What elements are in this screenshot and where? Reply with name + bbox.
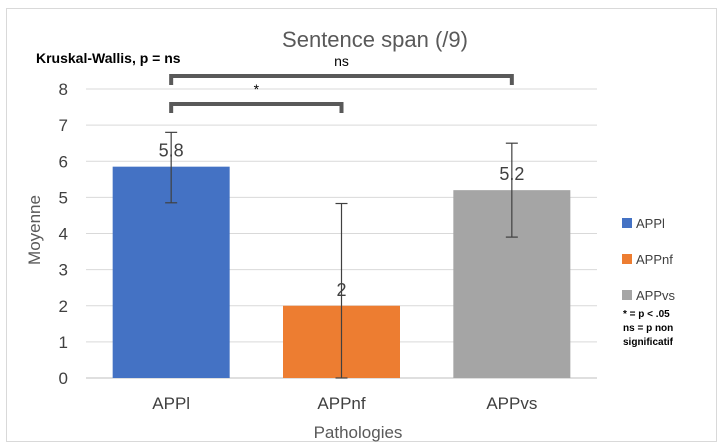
y-tick-label: 0	[59, 369, 68, 388]
significance-bracket	[169, 102, 344, 113]
error-bars	[165, 131, 518, 379]
y-tick-label: 4	[59, 225, 68, 244]
data-label-appl: 5.8	[159, 141, 184, 161]
x-tick-label: APPnf	[317, 394, 365, 413]
legend-note-line: ns = p non	[623, 323, 673, 334]
data-labels: 5.8 2 5.2	[159, 141, 525, 300]
y-tick-label: 7	[59, 116, 68, 135]
y-axis-label: Moyenne	[25, 195, 44, 265]
significance-label: *	[254, 81, 260, 97]
significance-label: ns	[334, 53, 349, 69]
x-tick-label: APPvs	[486, 394, 537, 413]
legend-label-appl: APPl	[636, 216, 665, 231]
y-tick-label: 3	[59, 261, 68, 280]
x-tick-label: APPl	[152, 394, 190, 413]
significance-bracket	[169, 74, 514, 85]
data-label-appnf: 2	[336, 280, 346, 300]
legend-note-line: * = p < .05	[623, 309, 670, 320]
data-label-appvs: 5.2	[499, 164, 524, 184]
legend-note: * = p < .05 ns = p non significatif	[623, 309, 674, 348]
chart-title: Sentence span (/9)	[282, 27, 468, 52]
x-axis-ticks: APPl APPnf APPvs	[152, 394, 537, 413]
x-axis-label: Pathologies	[314, 423, 403, 442]
y-tick-label: 8	[59, 80, 68, 99]
legend-label-appvs: APPvs	[636, 288, 676, 303]
significance-brackets: * ns	[169, 53, 514, 113]
y-axis-ticks: 0 1 2 3 4 5 6 7 8	[59, 80, 68, 388]
y-tick-label: 5	[59, 188, 68, 207]
test-note: Kruskal-Wallis, p = ns	[36, 50, 181, 66]
y-tick-label: 1	[59, 333, 68, 352]
legend: APPl APPnf APPvs	[622, 216, 676, 303]
legend-swatch-appl	[622, 218, 632, 228]
y-tick-label: 2	[59, 297, 68, 316]
legend-swatch-appvs	[622, 290, 632, 300]
legend-note-line: significatif	[623, 337, 674, 348]
legend-label-appnf: APPnf	[636, 252, 673, 267]
legend-swatch-appnf	[622, 254, 632, 264]
y-tick-label: 6	[59, 152, 68, 171]
